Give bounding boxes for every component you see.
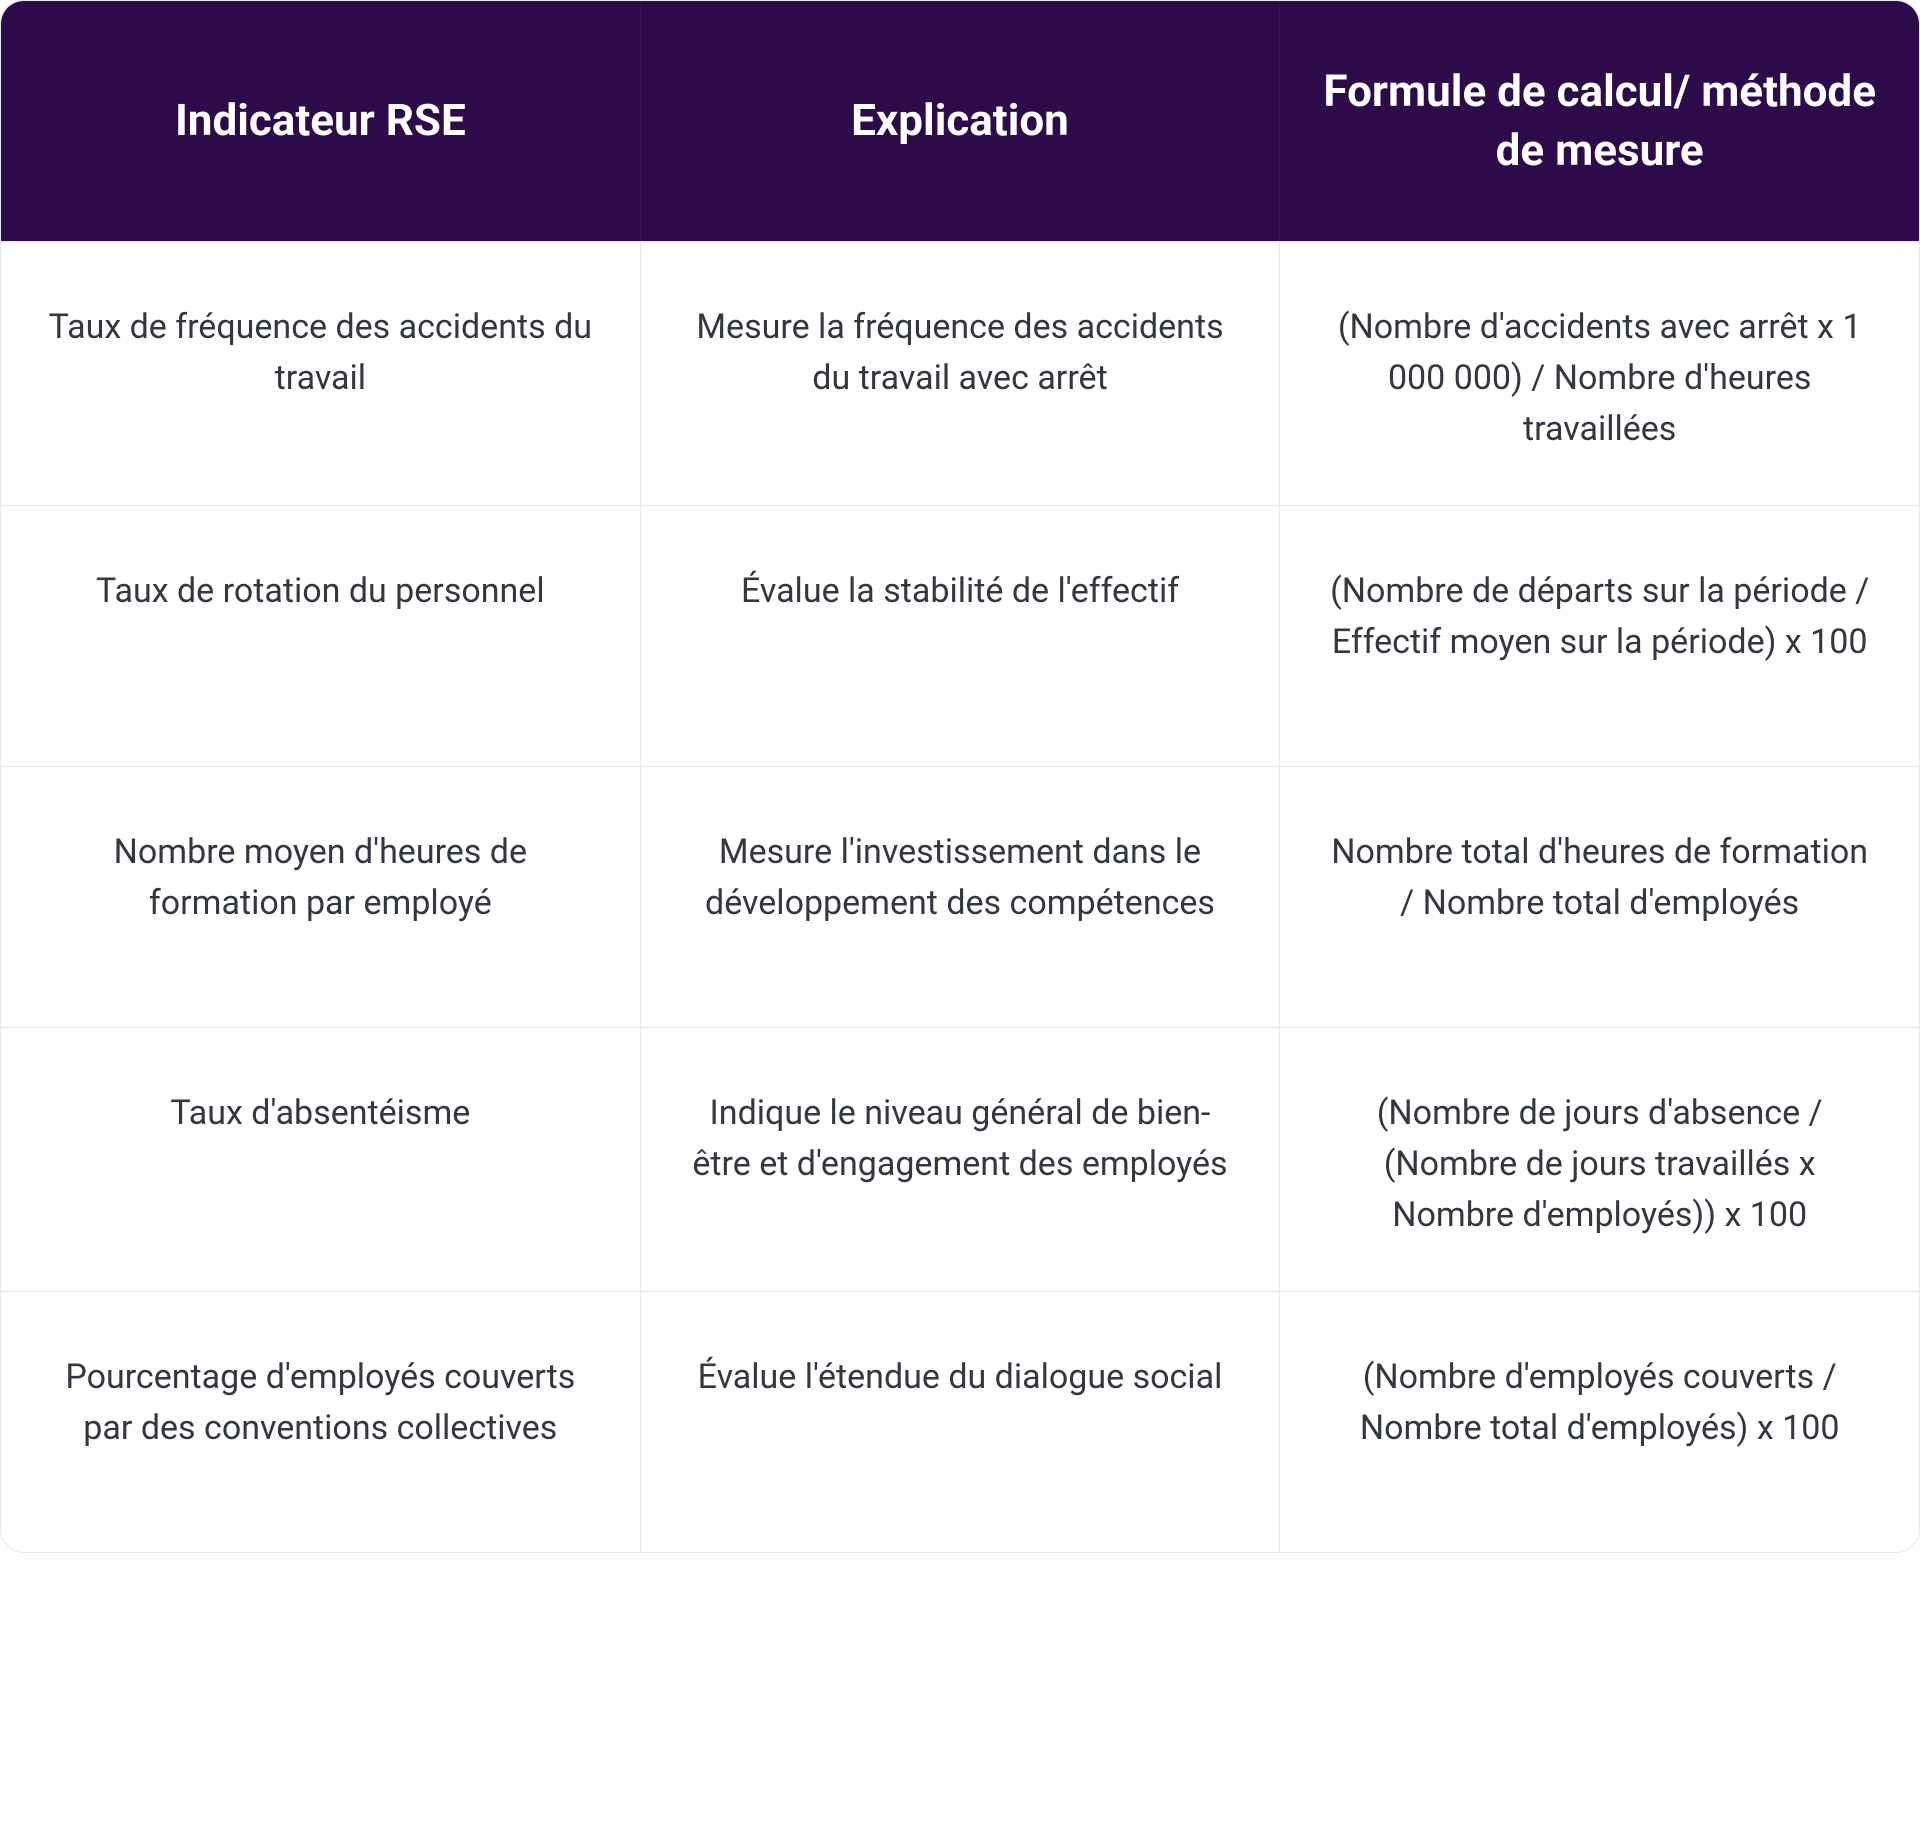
cell-text: Mesure la fréquence des accidents du tra… (681, 302, 1240, 404)
cell-text: Mesure l'investissement dans le développ… (681, 827, 1240, 929)
cell-text: Évalue la stabilité de l'effectif (741, 566, 1179, 617)
cell-explication: Mesure l'investissement dans le développ… (640, 767, 1280, 1027)
header-label: Explication (851, 91, 1069, 150)
table-row: Taux d'absentéisme Indique le niveau gén… (1, 1027, 1919, 1291)
cell-text: (Nombre d'accidents avec arrêt x 1 000 0… (1320, 302, 1879, 455)
cell-indicateur: Nombre moyen d'heures de formation par e… (1, 767, 640, 1027)
cell-text: Taux de rotation du personnel (96, 566, 545, 617)
cell-text: (Nombre de départs sur la période / Effe… (1320, 566, 1879, 668)
column-header-explication: Explication (640, 1, 1280, 241)
cell-text: Évalue l'étendue du dialogue social (698, 1352, 1223, 1403)
cell-explication: Évalue l'étendue du dialogue social (640, 1292, 1280, 1552)
cell-text: Indique le niveau général de bien-être e… (681, 1088, 1240, 1190)
cell-text: Taux d'absentéisme (170, 1088, 470, 1139)
cell-indicateur: Taux d'absentéisme (1, 1028, 640, 1291)
cell-indicateur: Taux de fréquence des accidents du trava… (1, 242, 640, 505)
cell-text: Nombre moyen d'heures de formation par e… (41, 827, 600, 929)
cell-text: (Nombre de jours d'absence / (Nombre de … (1320, 1088, 1879, 1241)
cell-indicateur: Pourcentage d'employés couverts par des … (1, 1292, 640, 1552)
cell-formule: (Nombre de jours d'absence / (Nombre de … (1279, 1028, 1919, 1291)
column-header-formule: Formule de calcul/ méthode de mesure (1279, 1, 1919, 241)
cell-text: (Nombre d'employés couverts / Nombre tot… (1320, 1352, 1879, 1454)
cell-explication: Mesure la fréquence des accidents du tra… (640, 242, 1280, 505)
header-label: Formule de calcul/ méthode de mesure (1320, 62, 1879, 181)
cell-formule: (Nombre d'accidents avec arrêt x 1 000 0… (1279, 242, 1919, 505)
cell-formule: (Nombre de départs sur la période / Effe… (1279, 506, 1919, 766)
column-header-indicateur: Indicateur RSE (1, 1, 640, 241)
cell-formule: (Nombre d'employés couverts / Nombre tot… (1279, 1292, 1919, 1552)
cell-explication: Indique le niveau général de bien-être e… (640, 1028, 1280, 1291)
cell-text: Nombre total d'heures de formation / Nom… (1320, 827, 1879, 929)
table-row: Pourcentage d'employés couverts par des … (1, 1291, 1919, 1552)
cell-formule: Nombre total d'heures de formation / Nom… (1279, 767, 1919, 1027)
rse-indicators-table: Indicateur RSE Explication Formule de ca… (0, 0, 1920, 1553)
cell-text: Pourcentage d'employés couverts par des … (41, 1352, 600, 1454)
cell-text: Taux de fréquence des accidents du trava… (41, 302, 600, 404)
table-row: Nombre moyen d'heures de formation par e… (1, 766, 1919, 1027)
header-label: Indicateur RSE (175, 91, 466, 150)
cell-indicateur: Taux de rotation du personnel (1, 506, 640, 766)
cell-explication: Évalue la stabilité de l'effectif (640, 506, 1280, 766)
table-row: Taux de fréquence des accidents du trava… (1, 241, 1919, 505)
table-header-row: Indicateur RSE Explication Formule de ca… (1, 1, 1919, 241)
table-row: Taux de rotation du personnel Évalue la … (1, 505, 1919, 766)
